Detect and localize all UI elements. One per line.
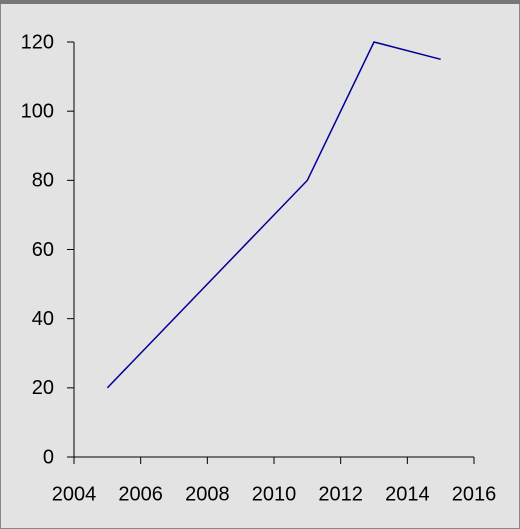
x-tick-label: 2006 bbox=[118, 483, 163, 505]
x-tick-label: 2008 bbox=[185, 483, 230, 505]
y-tick-label: 100 bbox=[21, 100, 54, 122]
data-line bbox=[106, 41, 441, 389]
x-tick-label: 2014 bbox=[385, 483, 430, 505]
y-tick-label: 80 bbox=[32, 170, 54, 192]
y-tick-label: 0 bbox=[43, 446, 54, 468]
y-tick-label: 60 bbox=[32, 239, 54, 261]
y-tick-label: 120 bbox=[21, 31, 54, 53]
y-tick-label: 40 bbox=[32, 308, 54, 330]
x-tick-label: 2010 bbox=[252, 483, 297, 505]
y-tick-label: 20 bbox=[32, 377, 54, 399]
top-border bbox=[0, 0, 520, 4]
x-tick-label: 2012 bbox=[318, 483, 363, 505]
x-tick-label: 2004 bbox=[52, 483, 97, 505]
x-tick-label: 2016 bbox=[452, 483, 497, 505]
